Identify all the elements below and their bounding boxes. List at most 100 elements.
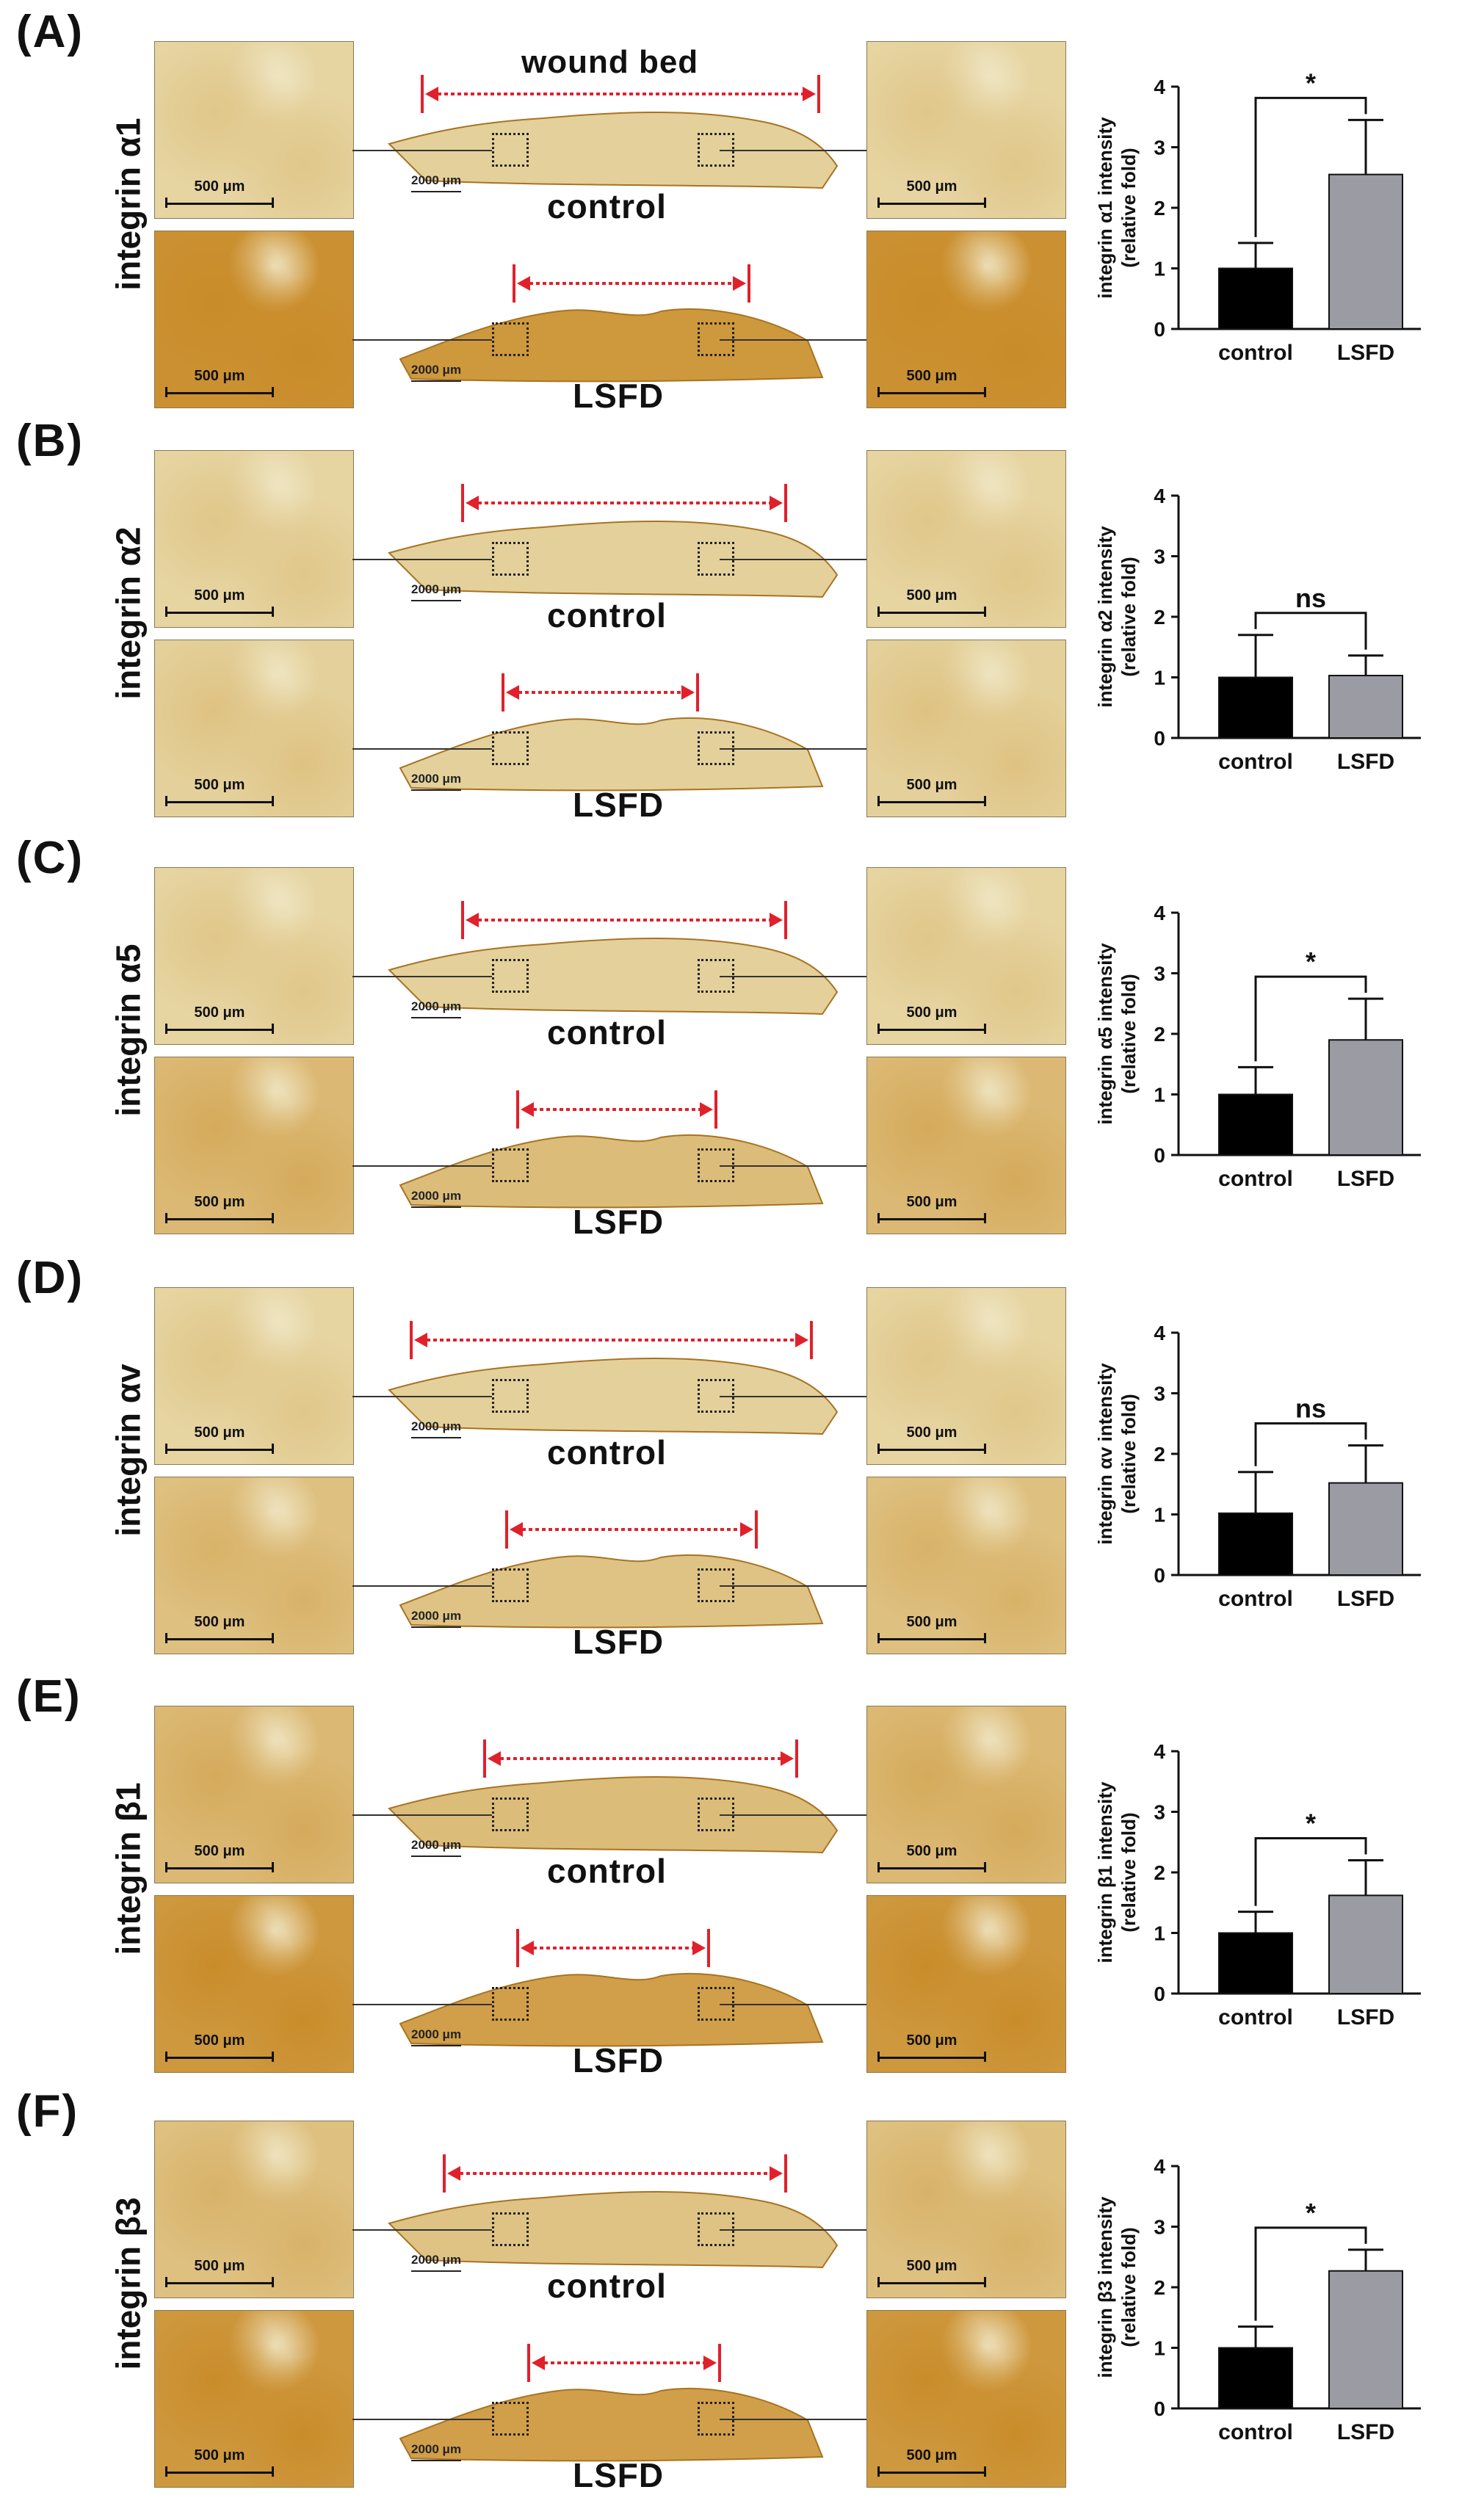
tissue-section xyxy=(388,1358,839,1435)
micrograph-right-control: 500 μm xyxy=(866,450,1066,628)
micrograph-right-control: 500 μm xyxy=(866,1706,1066,1883)
scale-bar-500um: 500 μm xyxy=(877,1843,986,1872)
scale-bar-label: 500 μm xyxy=(906,178,958,195)
condition-label-control: control xyxy=(547,1852,667,1890)
y-tick-label: 1 xyxy=(1154,1084,1165,1107)
micrograph-right-control: 500 μm xyxy=(866,1287,1066,1465)
significance-label: * xyxy=(1306,946,1316,977)
leader-line xyxy=(352,1396,492,1397)
overview-control: 2000 μm xyxy=(382,926,844,1021)
overview-scale-label: 2000 μm xyxy=(411,2253,462,2272)
bar-chart-svg: integrin β1 intensity (relative fold) 0 1 2 3… xyxy=(1094,1740,1421,2030)
condition-label-control: control xyxy=(547,2267,667,2305)
y-tick-label: 2 xyxy=(1154,197,1165,220)
tissue-outline xyxy=(399,717,824,792)
y-axis-label: integrin α2 intensity xyxy=(1094,526,1116,708)
tissue-outline xyxy=(388,2191,839,2269)
roi-box xyxy=(492,1379,529,1413)
bar-lsfd xyxy=(1328,675,1403,739)
tissue-section xyxy=(388,2191,839,2269)
scale-bar-label: 500 μm xyxy=(194,2447,245,2463)
panel-letter: (E) xyxy=(16,1671,82,1722)
significance-bracket xyxy=(1254,1422,1367,1466)
overview-control: 2000 μm xyxy=(382,2179,844,2275)
x-label-control: control xyxy=(1218,2005,1293,2030)
x-label-lsfd: LSFD xyxy=(1337,341,1394,365)
scale-bar-line xyxy=(877,387,986,397)
leader-line xyxy=(352,2419,492,2420)
y-tick-label: 0 xyxy=(1154,1983,1165,2005)
scale-bar-500um: 500 μm xyxy=(877,1424,986,1454)
overview-control: 2000 μm xyxy=(382,1764,844,1860)
x-label-lsfd: LSFD xyxy=(1337,750,1394,774)
scale-bar-label: 500 μm xyxy=(906,587,958,604)
x-label-lsfd: LSFD xyxy=(1337,2005,1394,2030)
x-label-control: control xyxy=(1218,750,1293,774)
panel-letter: (B) xyxy=(16,416,84,466)
scale-bar-label: 500 μm xyxy=(906,2447,958,2463)
roi-box xyxy=(492,1568,529,1602)
roi-box xyxy=(492,959,529,993)
wound-bed-arrow xyxy=(513,264,750,303)
condition-label-lsfd: LSFD xyxy=(573,786,665,824)
leader-line xyxy=(352,559,492,560)
scale-bar-500um: 500 μm xyxy=(877,2258,986,2287)
y-tick-label: 1 xyxy=(1154,2337,1165,2360)
scale-bar-500um: 500 μm xyxy=(165,178,274,208)
leader-line xyxy=(720,339,866,341)
roi-box xyxy=(492,2402,529,2436)
scale-bar-line xyxy=(165,2466,274,2477)
tissue-section xyxy=(399,717,824,792)
y-tick-label: 0 xyxy=(1154,1564,1165,1587)
roi-box xyxy=(492,2212,529,2246)
scale-bar-line xyxy=(877,607,986,617)
overview-control: 2000 μm xyxy=(382,1346,844,1441)
bar-control xyxy=(1218,1512,1293,1576)
bar-control xyxy=(1218,1093,1293,1156)
y-tick-label: 4 xyxy=(1154,76,1165,98)
y-axis-label-unit: (relative fold) xyxy=(1118,2227,1140,2347)
overview-scale-label: 2000 μm xyxy=(411,173,462,192)
y-tick-label: 1 xyxy=(1154,1922,1165,1945)
panel-letter: (D) xyxy=(16,1253,84,1303)
significance-label: ns xyxy=(1295,583,1326,613)
y-tick-label: 3 xyxy=(1154,546,1165,568)
condition-label-control: control xyxy=(547,187,667,225)
tissue-section xyxy=(388,112,839,189)
condition-label-control: control xyxy=(547,1013,667,1051)
panel-c: (C) integrin α5 500 μm 500 μm 2000 μm control… xyxy=(0,832,1484,1241)
scale-bar-line xyxy=(165,1862,274,1872)
wound-bed-arrow xyxy=(461,901,787,939)
condition-label-control: control xyxy=(547,596,667,634)
significance-bracket xyxy=(1254,2226,1367,2321)
bar-lsfd xyxy=(1328,173,1403,330)
micrograph-left-control: 500 μm xyxy=(154,450,354,628)
overview-lsfd: 2000 μm xyxy=(382,1535,844,1631)
leader-line xyxy=(352,2004,492,2005)
bar-chart: integrin α2 intensity (relative fold) 0 1 2 3… xyxy=(1087,485,1483,804)
panel-letter: (A) xyxy=(16,7,84,57)
y-tick-label: 2 xyxy=(1154,1443,1165,1466)
y-axis-label-unit: (relative fold) xyxy=(1118,1394,1140,1513)
significance-label: * xyxy=(1306,1809,1316,1839)
overview-lsfd: 2000 μm xyxy=(382,1954,844,2049)
micrograph-left-lsfd: 500 μm xyxy=(154,1477,354,1654)
x-label-control: control xyxy=(1218,341,1293,365)
bar-control xyxy=(1218,267,1293,330)
y-tick-label: 0 xyxy=(1154,2397,1165,2420)
leader-line xyxy=(720,976,866,977)
panel-letter: (C) xyxy=(16,833,84,883)
significance-bracket xyxy=(1254,96,1367,237)
wound-bed-arrow xyxy=(505,1510,758,1549)
scale-bar-500um: 500 μm xyxy=(877,1614,986,1643)
wound-bed-arrow xyxy=(527,2344,721,2382)
tissue-section xyxy=(399,2387,824,2462)
tissue-outline xyxy=(399,1972,824,2047)
panel-b: (B) integrin α2 500 μm 500 μm 2000 μm control… xyxy=(0,415,1484,824)
micrograph-left-control: 500 μm xyxy=(154,41,354,219)
scale-bar-500um: 500 μm xyxy=(165,368,274,397)
significance-bracket xyxy=(1254,975,1367,1062)
scale-bar-label: 500 μm xyxy=(906,2258,958,2274)
tissue-outline xyxy=(399,1554,824,1629)
micrograph-right-lsfd: 500 μm xyxy=(866,640,1066,817)
